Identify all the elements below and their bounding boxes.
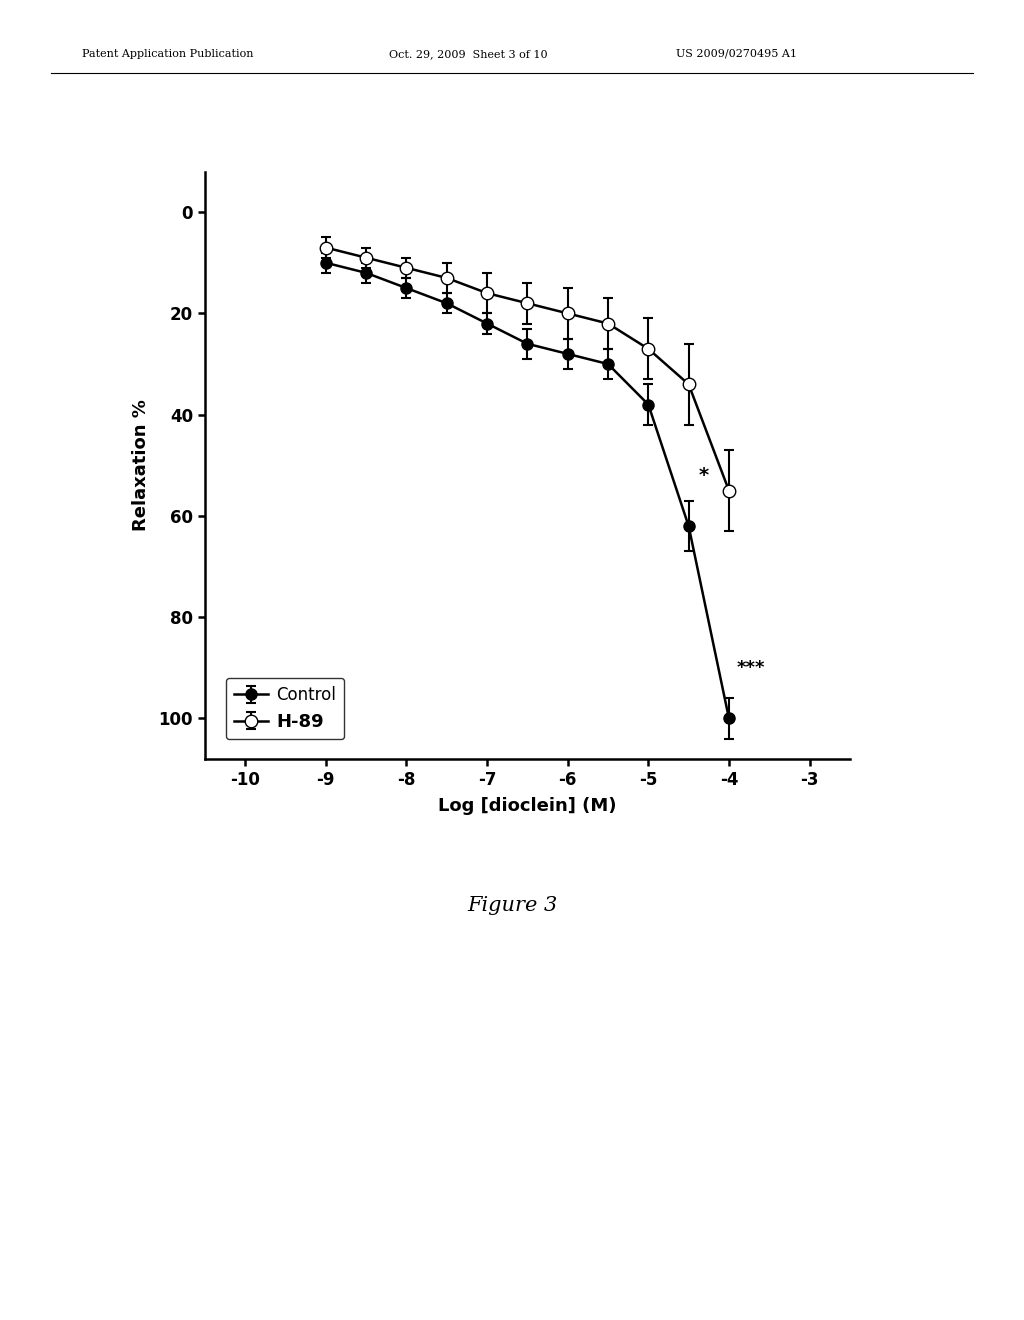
- Text: *: *: [698, 466, 709, 484]
- Legend: Control, H-89: Control, H-89: [226, 678, 344, 739]
- Y-axis label: Relaxation %: Relaxation %: [132, 400, 151, 531]
- Text: Patent Application Publication: Patent Application Publication: [82, 49, 253, 59]
- Text: Figure 3: Figure 3: [467, 896, 557, 915]
- Text: ***: ***: [737, 659, 766, 677]
- Text: US 2009/0270495 A1: US 2009/0270495 A1: [676, 49, 797, 59]
- X-axis label: Log [dioclein] (M): Log [dioclein] (M): [438, 797, 616, 816]
- Text: Oct. 29, 2009  Sheet 3 of 10: Oct. 29, 2009 Sheet 3 of 10: [389, 49, 548, 59]
